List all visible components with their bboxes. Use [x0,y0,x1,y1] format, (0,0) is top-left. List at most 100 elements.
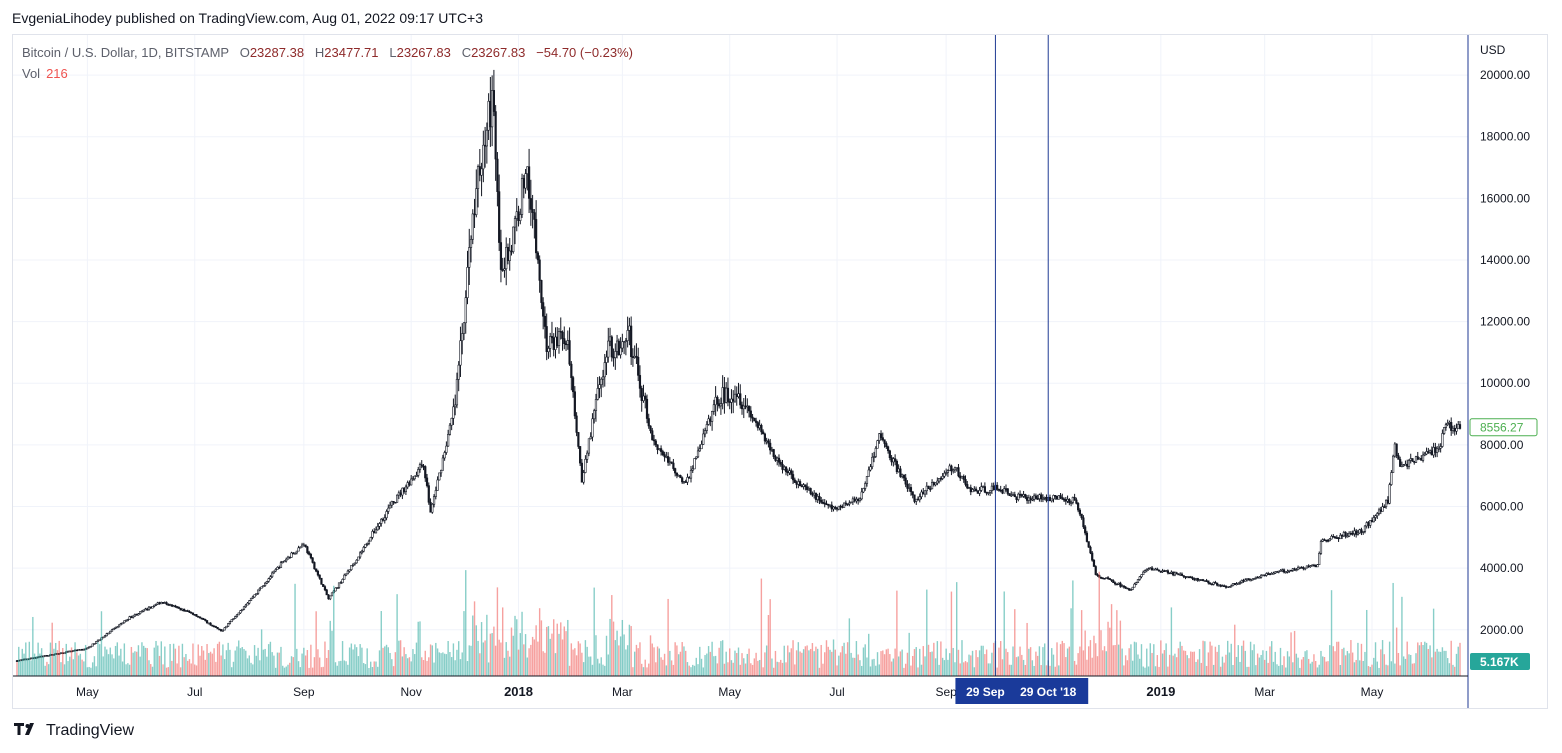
candle-body [1212,582,1215,585]
candle-body [913,494,916,502]
volume-label[interactable]: Vol [22,66,41,81]
candle-body [191,612,195,615]
volume-bar [16,662,18,676]
symbol-label[interactable]: Bitcoin / U.S. Dollar, 1D, BITSTAMP [22,45,229,60]
candle-body [605,356,608,363]
candle-body [971,489,974,493]
candle-body [123,620,126,624]
candle-body [872,456,876,458]
volume-bar [1344,655,1347,676]
volume-bar [889,654,891,676]
candle-body [174,605,177,608]
volume-bar [172,643,175,676]
candle-body [821,502,825,504]
candle-body [1040,494,1043,500]
volume-bar [128,664,131,676]
candle-body [1289,569,1293,572]
candle-body [1245,578,1249,581]
volume-bar [1052,654,1055,676]
candle-body [91,643,94,647]
candle-body [202,618,205,620]
volume-bar [575,655,578,676]
candle-body [334,587,337,592]
volume-bar [132,652,134,676]
candle-body [1356,532,1360,535]
volume-bar [531,636,534,676]
volume-bar [477,640,479,676]
volume-bar [523,644,525,676]
candle-body [1121,585,1124,588]
volume-bar [213,648,215,676]
candle-body [992,485,995,491]
volume-bar [83,661,85,676]
candle-body [739,393,742,406]
candle-body [165,602,168,605]
volume-bar [1077,653,1079,676]
volume-bar [933,642,935,676]
candle-body [251,596,254,599]
volume-bar [378,650,381,676]
volume-bar [549,638,551,676]
candle-body [746,405,749,408]
candle-body [601,376,605,380]
volume-bar [1450,640,1452,676]
candle-body [1031,498,1034,501]
volume-bar [32,616,34,676]
candle-body [392,501,395,503]
candle-body [934,482,937,486]
volume-bar [164,646,166,676]
volume-bar [1397,652,1400,676]
candle-body [1066,499,1069,502]
volume-value: 216 [46,66,68,81]
volume-bar [1239,661,1241,676]
candle-body [184,610,188,612]
volume-bar [283,667,286,676]
candle-body [341,579,344,584]
volume-bar [77,655,80,676]
volume-bar [123,643,126,676]
footer-brand[interactable]: TradingView [14,722,134,740]
volume-bar [301,653,303,676]
candle-body [265,581,268,584]
volume-bar [750,663,752,676]
candle-body [964,479,967,485]
y-tick-label: 12000.00 [1480,315,1530,329]
candle-body [337,582,341,588]
volume-bar [787,645,789,676]
candle-body [212,625,216,628]
candle-body [582,472,585,483]
candle-body [973,488,976,491]
volume-bar [69,656,71,676]
volume-bar [267,644,270,676]
volume-bar [1242,640,1245,676]
candle-body [1207,580,1210,584]
candle-body [411,478,415,481]
volume-bar [345,661,347,676]
candle-body [1138,576,1141,580]
candle-body [842,502,846,508]
volume-bar [839,652,842,676]
volume-bar [1188,658,1190,676]
volume-bar [47,664,50,676]
candle-body [888,450,891,459]
candle-body [577,432,580,447]
candle-body [939,478,942,480]
candle-body [740,404,744,410]
volume-bar [186,660,189,676]
candle-body [1333,536,1337,539]
candle-body [512,226,515,252]
volume-bar [667,598,669,676]
candle-body [807,488,810,490]
volume-bar [426,660,428,676]
volume-bar [1028,648,1030,676]
candle-body [156,602,159,605]
candle-body [967,487,971,489]
candle-body [519,214,522,221]
volume-bar [157,645,159,676]
volume-bar [887,648,889,676]
candle-body [600,378,603,385]
volume-bar [1045,665,1048,676]
volume-bar [813,651,815,676]
candle-body [1061,497,1064,500]
